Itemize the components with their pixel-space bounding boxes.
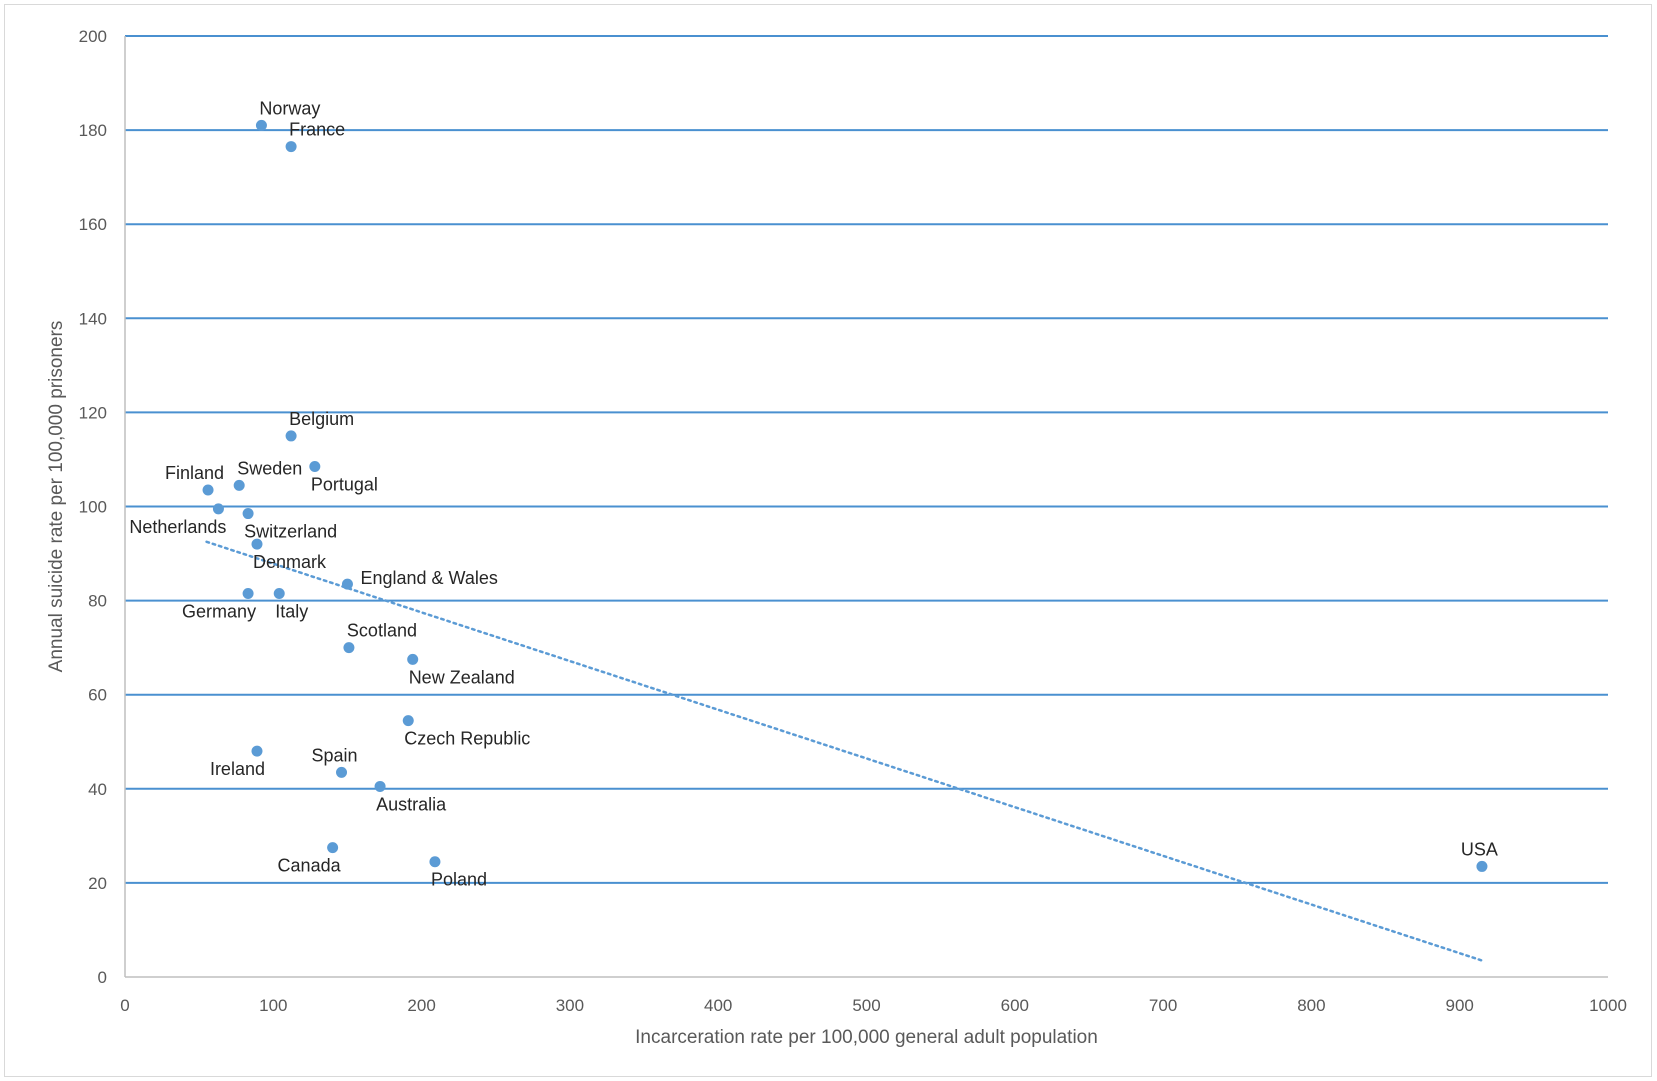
data-point[interactable] xyxy=(273,588,285,600)
data-point[interactable] xyxy=(242,588,254,600)
data-point[interactable] xyxy=(327,842,339,854)
x-tick-label: 800 xyxy=(1297,996,1325,1015)
y-tick-label: 80 xyxy=(88,592,107,611)
data-point[interactable] xyxy=(343,642,355,654)
data-point-label: Sweden xyxy=(237,458,302,478)
data-point[interactable] xyxy=(341,578,353,590)
y-tick-label: 40 xyxy=(88,780,107,799)
data-point[interactable] xyxy=(285,430,297,442)
data-point-label: Netherlands xyxy=(129,517,226,537)
data-point-label: Switzerland xyxy=(244,522,337,542)
data-point[interactable] xyxy=(233,479,245,491)
data-point[interactable] xyxy=(309,461,321,473)
data-point[interactable] xyxy=(1476,860,1488,872)
x-tick-label: 200 xyxy=(407,996,435,1015)
data-point[interactable] xyxy=(374,780,386,792)
data-point-label: Germany xyxy=(182,602,256,622)
data-point[interactable] xyxy=(251,538,263,550)
y-tick-label: 100 xyxy=(79,498,107,517)
y-tick-label: 200 xyxy=(79,27,107,46)
data-point[interactable] xyxy=(202,484,214,496)
data-point[interactable] xyxy=(212,503,224,515)
x-tick-label: 1000 xyxy=(1589,996,1627,1015)
data-point[interactable] xyxy=(407,653,419,665)
x-tick-label: 300 xyxy=(556,996,584,1015)
data-point[interactable] xyxy=(255,119,267,131)
data-point-label: Australia xyxy=(376,794,447,814)
data-point-label: Denmark xyxy=(253,552,327,572)
y-tick-label: 60 xyxy=(88,686,107,705)
data-point[interactable] xyxy=(285,141,297,153)
data-point-label: England & Wales xyxy=(360,568,497,588)
data-point[interactable] xyxy=(251,745,263,757)
data-point[interactable] xyxy=(242,508,254,520)
data-point-label: Canada xyxy=(278,856,342,876)
x-tick-label: 500 xyxy=(852,996,880,1015)
data-point-label: Czech Republic xyxy=(404,729,530,749)
data-point-label: Italy xyxy=(275,602,308,622)
data-point-label: Poland xyxy=(431,870,487,890)
data-point-label: Finland xyxy=(165,463,224,483)
y-tick-label: 0 xyxy=(98,968,107,987)
y-tick-label: 160 xyxy=(79,215,107,234)
x-tick-label: 900 xyxy=(1446,996,1474,1015)
data-point-label: Ireland xyxy=(210,759,265,779)
y-axis-title: Annual suicide rate per 100,000 prisoner… xyxy=(46,321,67,673)
trendline xyxy=(205,540,1484,962)
data-point-label: New Zealand xyxy=(409,667,515,687)
x-axis-title: Incarceration rate per 100,000 general a… xyxy=(635,1027,1098,1048)
x-tick-label: 100 xyxy=(259,996,287,1015)
chart-frame xyxy=(4,4,1652,1077)
data-point[interactable] xyxy=(402,715,414,727)
data-point-label: Norway xyxy=(259,98,320,118)
data-point-label: Belgium xyxy=(289,409,354,429)
data-point-label: Spain xyxy=(311,745,357,765)
data-point-label: France xyxy=(289,120,345,140)
data-point-label: Portugal xyxy=(311,475,378,495)
y-tick-label: 180 xyxy=(79,121,107,140)
y-tick-label: 20 xyxy=(88,874,107,893)
data-point-label: Scotland xyxy=(347,621,417,641)
data-point[interactable] xyxy=(429,856,441,868)
x-tick-label: 600 xyxy=(1001,996,1029,1015)
data-point[interactable] xyxy=(336,766,348,778)
x-tick-label: 700 xyxy=(1149,996,1177,1015)
x-tick-label: 0 xyxy=(120,996,129,1015)
data-point-label: USA xyxy=(1461,839,1498,859)
y-tick-label: 140 xyxy=(79,309,107,328)
x-tick-label: 400 xyxy=(704,996,732,1015)
y-tick-label: 120 xyxy=(79,403,107,422)
